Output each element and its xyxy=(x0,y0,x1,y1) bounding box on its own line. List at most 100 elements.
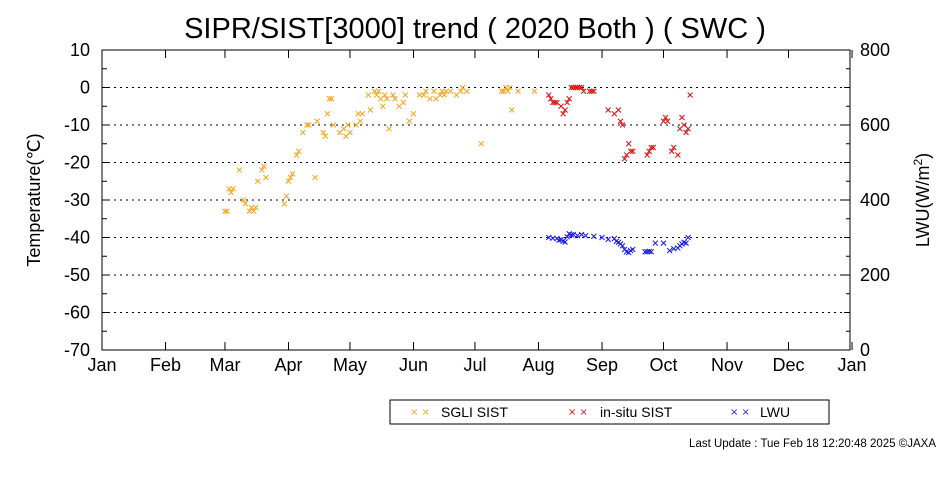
point-sgli-sist xyxy=(224,208,230,215)
legend-item-sgli-sist: × × SGLI SIST xyxy=(410,404,508,420)
point-sgli-sist xyxy=(246,208,253,215)
marker-stroke xyxy=(615,107,622,113)
point-sgli-sist xyxy=(328,95,335,102)
marker-stroke xyxy=(625,140,632,147)
gridlines xyxy=(102,87,850,313)
marker-stroke xyxy=(224,208,230,215)
marker-stroke xyxy=(457,88,464,95)
point-sgli-sist xyxy=(258,167,265,173)
marker-stroke xyxy=(289,170,296,177)
y2-tick-label: 0 xyxy=(860,340,870,360)
point-in-situ-sist xyxy=(572,84,579,91)
point-sgli-sist xyxy=(478,140,484,147)
point-sgli-sist xyxy=(295,148,302,155)
y2-tick-label: 800 xyxy=(860,40,890,60)
point-sgli-sist xyxy=(263,174,269,181)
marker-stroke xyxy=(359,110,366,117)
point-sgli-sist xyxy=(500,88,507,95)
marker-stroke xyxy=(564,233,571,240)
x-tick-label: Aug xyxy=(522,355,554,375)
marker-stroke xyxy=(556,237,562,243)
marker-stroke xyxy=(314,118,321,125)
point-sgli-sist xyxy=(306,122,312,128)
point-sgli-sist xyxy=(406,118,413,125)
marker-stroke xyxy=(281,200,288,207)
marker-stroke xyxy=(330,122,337,128)
point-lwu xyxy=(599,234,605,241)
marker-stroke xyxy=(250,208,257,215)
marker-stroke xyxy=(367,107,374,113)
point-sgli-sist xyxy=(345,122,351,128)
marker-stroke xyxy=(646,248,653,255)
marker-stroke xyxy=(478,140,484,147)
legend-marker-lwu: × × xyxy=(730,407,750,418)
marker-stroke xyxy=(254,178,261,185)
point-sgli-sist xyxy=(367,107,374,113)
marker-stroke xyxy=(416,92,423,98)
point-sgli-sist xyxy=(299,129,306,136)
marker-stroke xyxy=(660,118,667,125)
x-tick-label: Jun xyxy=(399,355,428,375)
marker-stroke xyxy=(613,238,620,245)
marker-stroke xyxy=(459,84,466,91)
marker-stroke xyxy=(355,110,362,117)
marker-stroke xyxy=(293,152,300,158)
marker-stroke xyxy=(685,125,691,132)
point-sgli-sist xyxy=(261,163,267,170)
point-sgli-sist xyxy=(431,88,437,95)
point-lwu xyxy=(568,232,575,238)
y2-tick-label: 400 xyxy=(860,190,890,210)
point-in-situ-sist xyxy=(670,144,677,151)
marker-stroke xyxy=(248,204,255,211)
marker-stroke xyxy=(299,129,306,136)
marker-stroke xyxy=(560,238,566,245)
point-in-situ-sist xyxy=(629,148,636,155)
marker-stroke xyxy=(545,92,552,98)
marker-stroke xyxy=(586,88,593,95)
point-sgli-sist xyxy=(420,92,427,98)
y-tick-label: -70 xyxy=(64,340,90,360)
marker-stroke xyxy=(629,246,636,253)
marker-stroke xyxy=(642,248,648,255)
marker-stroke xyxy=(443,88,450,95)
point-sgli-sist xyxy=(287,174,294,181)
marker-stroke xyxy=(580,88,587,95)
marker-stroke xyxy=(576,84,583,91)
point-in-situ-sist xyxy=(549,99,556,106)
point-sgli-sist xyxy=(437,92,443,98)
point-in-situ-sist xyxy=(570,84,577,91)
point-in-situ-sist xyxy=(644,152,650,158)
y-tick-label: -40 xyxy=(64,228,90,248)
x-tick-label: Apr xyxy=(274,355,302,375)
marker-stroke xyxy=(578,231,585,238)
point-sgli-sist xyxy=(228,189,234,196)
marker-stroke xyxy=(322,133,329,140)
marker-stroke xyxy=(258,167,265,173)
marker-stroke xyxy=(390,92,396,98)
marker-stroke xyxy=(547,95,554,102)
marker-stroke xyxy=(287,174,294,181)
marker-stroke xyxy=(566,95,573,102)
point-lwu xyxy=(666,247,673,254)
marker-stroke xyxy=(552,99,558,106)
marker-stroke xyxy=(261,163,267,170)
point-sgli-sist xyxy=(252,204,259,211)
marker-stroke xyxy=(574,232,581,239)
marker-stroke xyxy=(463,88,470,95)
point-in-situ-sist xyxy=(560,110,566,117)
point-lwu xyxy=(562,239,568,245)
marker-stroke xyxy=(662,114,669,121)
point-lwu xyxy=(683,240,689,246)
marker-stroke xyxy=(386,125,392,132)
point-in-situ-sist xyxy=(683,129,689,136)
marker-stroke xyxy=(582,232,589,239)
point-in-situ-sist xyxy=(566,95,573,102)
marker-stroke xyxy=(226,185,232,192)
marker-stroke xyxy=(681,239,687,246)
point-sgli-sist xyxy=(416,92,423,98)
point-sgli-sist xyxy=(355,110,362,117)
legend-marker-sgli-sist: × × xyxy=(410,407,430,418)
marker-stroke xyxy=(437,92,443,98)
y-axis-label-right-main: LWU(W/m xyxy=(913,166,933,248)
point-sgli-sist xyxy=(439,88,446,95)
